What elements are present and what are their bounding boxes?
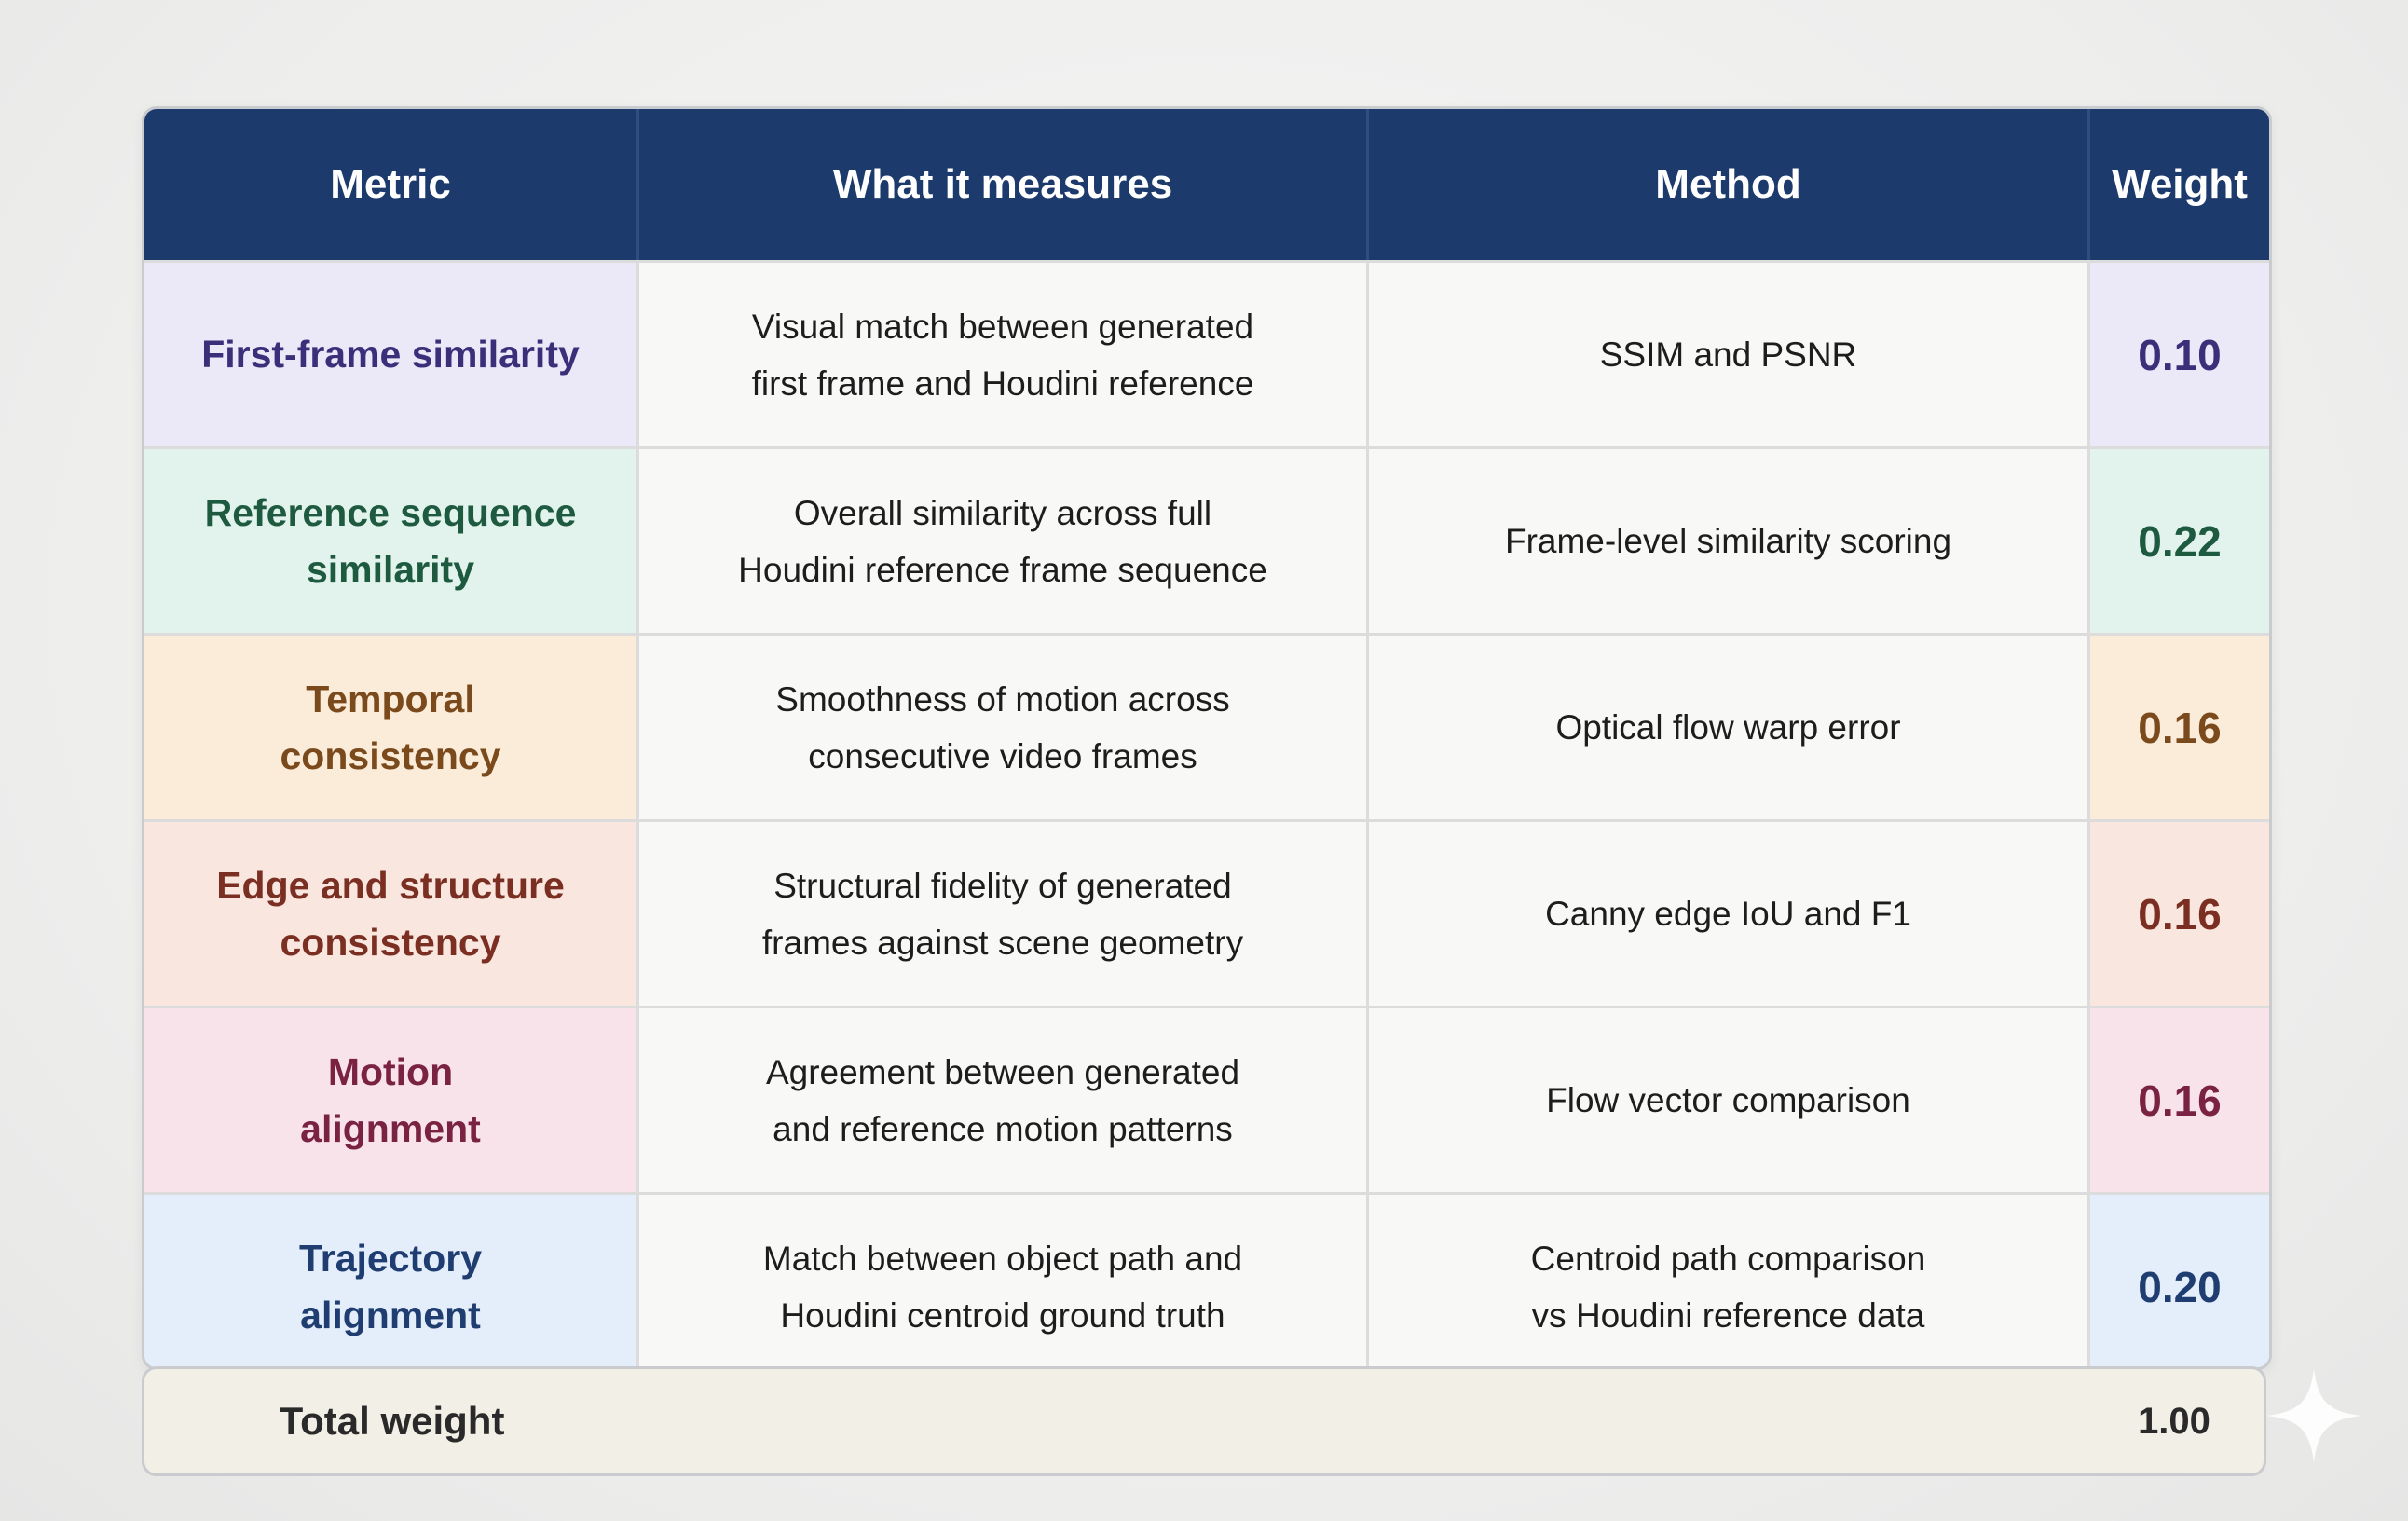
method-cell: Flow vector comparison [1369,1008,2090,1192]
measures-text: Match between object path and Houdini ce… [762,1239,1243,1335]
method-cell: Frame-level similarity scoring [1369,449,2090,633]
table-header: Metric What it measures Method Weight [144,109,2269,260]
measures-cell: Smoothness of motion across consecutive … [639,636,1369,819]
metric-cell: Temporal consistency [144,636,639,819]
weight-cell: 0.22 [2090,449,2269,633]
measures-cell: Agreement between generated and referenc… [639,1008,1369,1192]
table-row: Reference sequence similarity Overall si… [144,446,2269,633]
method-cell: Centroid path comparison vs Houdini refe… [1369,1195,2090,1367]
sparkle-icon [2266,1368,2361,1463]
metric-label: Temporal consistency [280,677,501,777]
table-row: Edge and structure consistency Structura… [144,819,2269,1006]
measures-text: Smoothness of motion across consecutive … [775,679,1230,775]
metric-label: Edge and structure consistency [216,863,565,964]
measures-cell: Visual match between generated first fra… [639,263,1369,446]
measures-cell: Overall similarity across full Houdini r… [639,449,1369,633]
table-row: Temporal consistency Smoothness of motio… [144,633,2269,819]
header-method: Method [1369,109,2090,260]
measures-cell: Structural fidelity of generated frames … [639,822,1369,1006]
metric-label: Reference sequence similarity [204,490,577,591]
metric-cell: Reference sequence similarity [144,449,639,633]
header-what-it-measures: What it measures [639,109,1369,260]
measures-text: Structural fidelity of generated frames … [761,866,1244,962]
metric-label: Trajectory alignment [299,1236,482,1336]
method-cell: Canny edge IoU and F1 [1369,822,2090,1006]
weight-cell: 0.20 [2090,1195,2269,1367]
total-weight-value: 1.00 [2138,1400,2210,1442]
table-row: Trajectory alignment Match between objec… [144,1192,2269,1367]
total-weight-label: Total weight [279,1399,505,1443]
measures-text: Overall similarity across full Houdini r… [738,493,1267,589]
total-weight-row: Total weight 1.00 [142,1366,2266,1476]
method-cell: SSIM and PSNR [1369,263,2090,446]
weight-cell: 0.16 [2090,822,2269,1006]
weight-cell: 0.10 [2090,263,2269,446]
weights-table: Metric What it measures Method Weight Fi… [142,106,2272,1370]
metric-label: First-frame similarity [201,333,580,376]
weight-cell: 0.16 [2090,1008,2269,1192]
header-metric: Metric [144,109,639,260]
measures-text: Visual match between generated first fra… [751,307,1254,403]
weight-cell: 0.16 [2090,636,2269,819]
metric-cell: Trajectory alignment [144,1195,639,1367]
measures-cell: Match between object path and Houdini ce… [639,1195,1369,1367]
method-cell: Optical flow warp error [1369,636,2090,819]
table-row: First-frame similarity Visual match betw… [144,260,2269,446]
metric-label: Motion alignment [300,1049,481,1150]
metric-cell: First-frame similarity [144,263,639,446]
metric-cell: Motion alignment [144,1008,639,1192]
metric-cell: Edge and structure consistency [144,822,639,1006]
header-weight: Weight [2112,161,2248,207]
table-row: Motion alignment Agreement between gener… [144,1006,2269,1192]
measures-text: Agreement between generated and referenc… [765,1052,1240,1148]
